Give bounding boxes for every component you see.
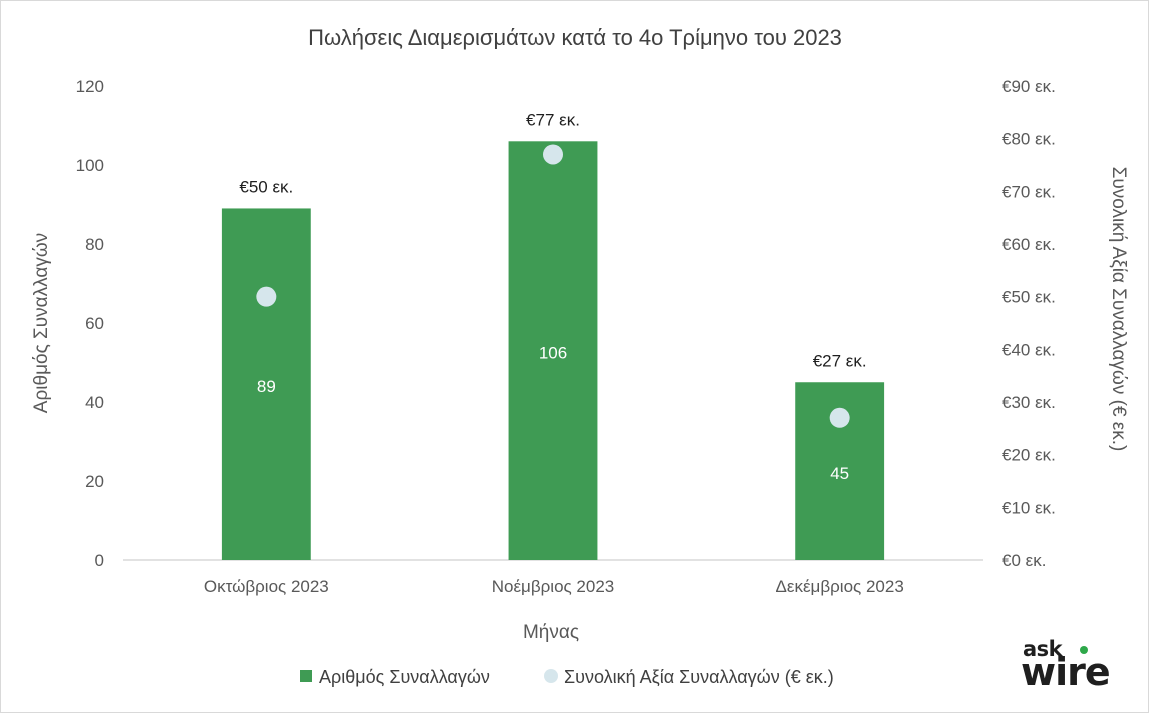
x-tick-label: Δεκέμβριος 2023 xyxy=(776,577,904,596)
bar-value-label: 89 xyxy=(257,377,276,396)
y-tick-label: 80 xyxy=(85,235,104,254)
y2-tick-label: €20 εκ. xyxy=(1002,446,1056,465)
logo-dot xyxy=(1080,646,1088,654)
y2-tick-label: €60 εκ. xyxy=(1002,235,1056,254)
y2-axis-title: Συνολική Αξία Συναλλαγών (€ εκ.) xyxy=(1108,167,1129,452)
legend-bar-label: Αριθμός Συναλλαγών xyxy=(319,667,490,687)
bar-value-label: 45 xyxy=(830,464,849,483)
y2-tick-label: €40 εκ. xyxy=(1002,340,1056,359)
x-axis-ticks: Οκτώβριος 2023 Νοέμβριος 2023 Δεκέμβριος 2… xyxy=(204,577,904,596)
y2-tick-label: €90 εκ. xyxy=(1002,77,1056,96)
y2-tick-label: €50 εκ. xyxy=(1002,288,1056,307)
y2-tick-label: €30 εκ. xyxy=(1002,393,1056,412)
bars-group: 89 106 45 xyxy=(221,141,885,561)
legend-dot-swatch xyxy=(544,669,558,683)
logo-ask-text: ask xyxy=(1023,637,1063,661)
bar xyxy=(221,208,311,560)
x-axis-title: Μήνας xyxy=(523,622,579,643)
value-dot xyxy=(543,144,563,165)
value-dot xyxy=(256,286,277,307)
dot-value-label: €50 εκ. xyxy=(239,177,293,196)
y2-tick-label: €80 εκ. xyxy=(1002,130,1056,149)
bar xyxy=(508,141,598,561)
value-dot xyxy=(829,407,850,428)
y2-axis-ticks: €0 εκ. €10 εκ. €20 εκ. €30 εκ. €40 εκ. €50 εκ… xyxy=(1002,77,1056,570)
dot-value-label: €27 εκ. xyxy=(813,351,867,370)
x-tick-label: Οκτώβριος 2023 xyxy=(204,577,329,596)
y2-tick-label: €10 εκ. xyxy=(1002,498,1056,517)
y-tick-label: 40 xyxy=(85,393,104,412)
y-tick-label: 60 xyxy=(85,314,104,333)
y-axis-title: Αριθμός Συναλλαγών xyxy=(31,233,52,413)
y2-tick-label: €70 εκ. xyxy=(1002,182,1056,201)
x-tick-label: Νοέμβριος 2023 xyxy=(492,577,615,596)
y-tick-label: 20 xyxy=(85,472,104,491)
chart-title: Πωλήσεις Διαμερισμάτων κατά το 4ο Τρίμην… xyxy=(308,25,842,50)
legend-dot-label: Συνολική Αξία Συναλλαγών (€ εκ.) xyxy=(564,667,834,687)
logo-wire-text: wire xyxy=(1021,650,1111,694)
bar-value-label: 106 xyxy=(539,344,567,363)
y-tick-label: 120 xyxy=(76,77,104,96)
y-tick-label: 100 xyxy=(76,156,104,175)
dots-group: €50 εκ. €77 εκ. €27 εκ. xyxy=(239,110,867,428)
dot-value-label: €77 εκ. xyxy=(526,110,580,129)
legend: Αριθμός Συναλλαγών Συνολική Αξία Συναλλα… xyxy=(300,667,834,687)
legend-bar-swatch xyxy=(300,670,312,682)
askwire-logo: ask wire xyxy=(1017,637,1123,694)
y2-tick-label: €0 εκ. xyxy=(1002,551,1046,570)
y-axis-ticks: 0 20 40 60 80 100 120 xyxy=(76,77,104,570)
y-tick-label: 0 xyxy=(95,551,104,570)
